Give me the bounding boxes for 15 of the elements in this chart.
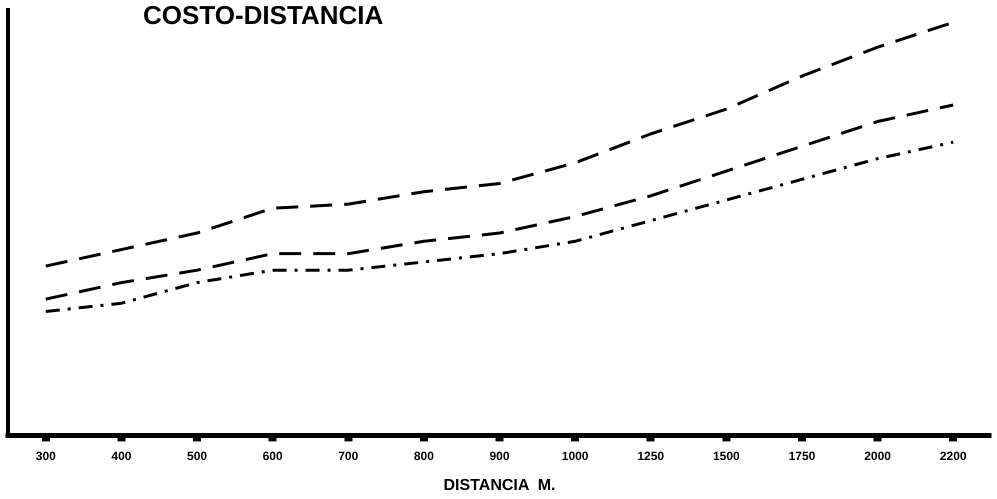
x-tick-label: 1750: [788, 448, 816, 463]
x-tick-label: 2200: [940, 448, 967, 463]
x-tick-label: 500: [187, 448, 208, 463]
x-tick-label: 400: [111, 448, 132, 463]
x-tick-label: 700: [338, 448, 359, 463]
x-tick-label: 2000: [864, 448, 892, 463]
chart-title: COSTO-DISTANCIA: [143, 0, 384, 31]
x-tick-label: 300: [36, 448, 56, 463]
x-tick-label: 800: [414, 448, 434, 463]
x-tick-label: 1250: [637, 448, 664, 463]
x-tick-label: 1500: [712, 448, 740, 463]
x-tick-label: 1000: [562, 448, 589, 463]
x-axis-title: DISTANCIA M.: [444, 476, 556, 494]
x-tick-label: 600: [262, 448, 283, 463]
x-tick-label: 900: [489, 448, 510, 463]
